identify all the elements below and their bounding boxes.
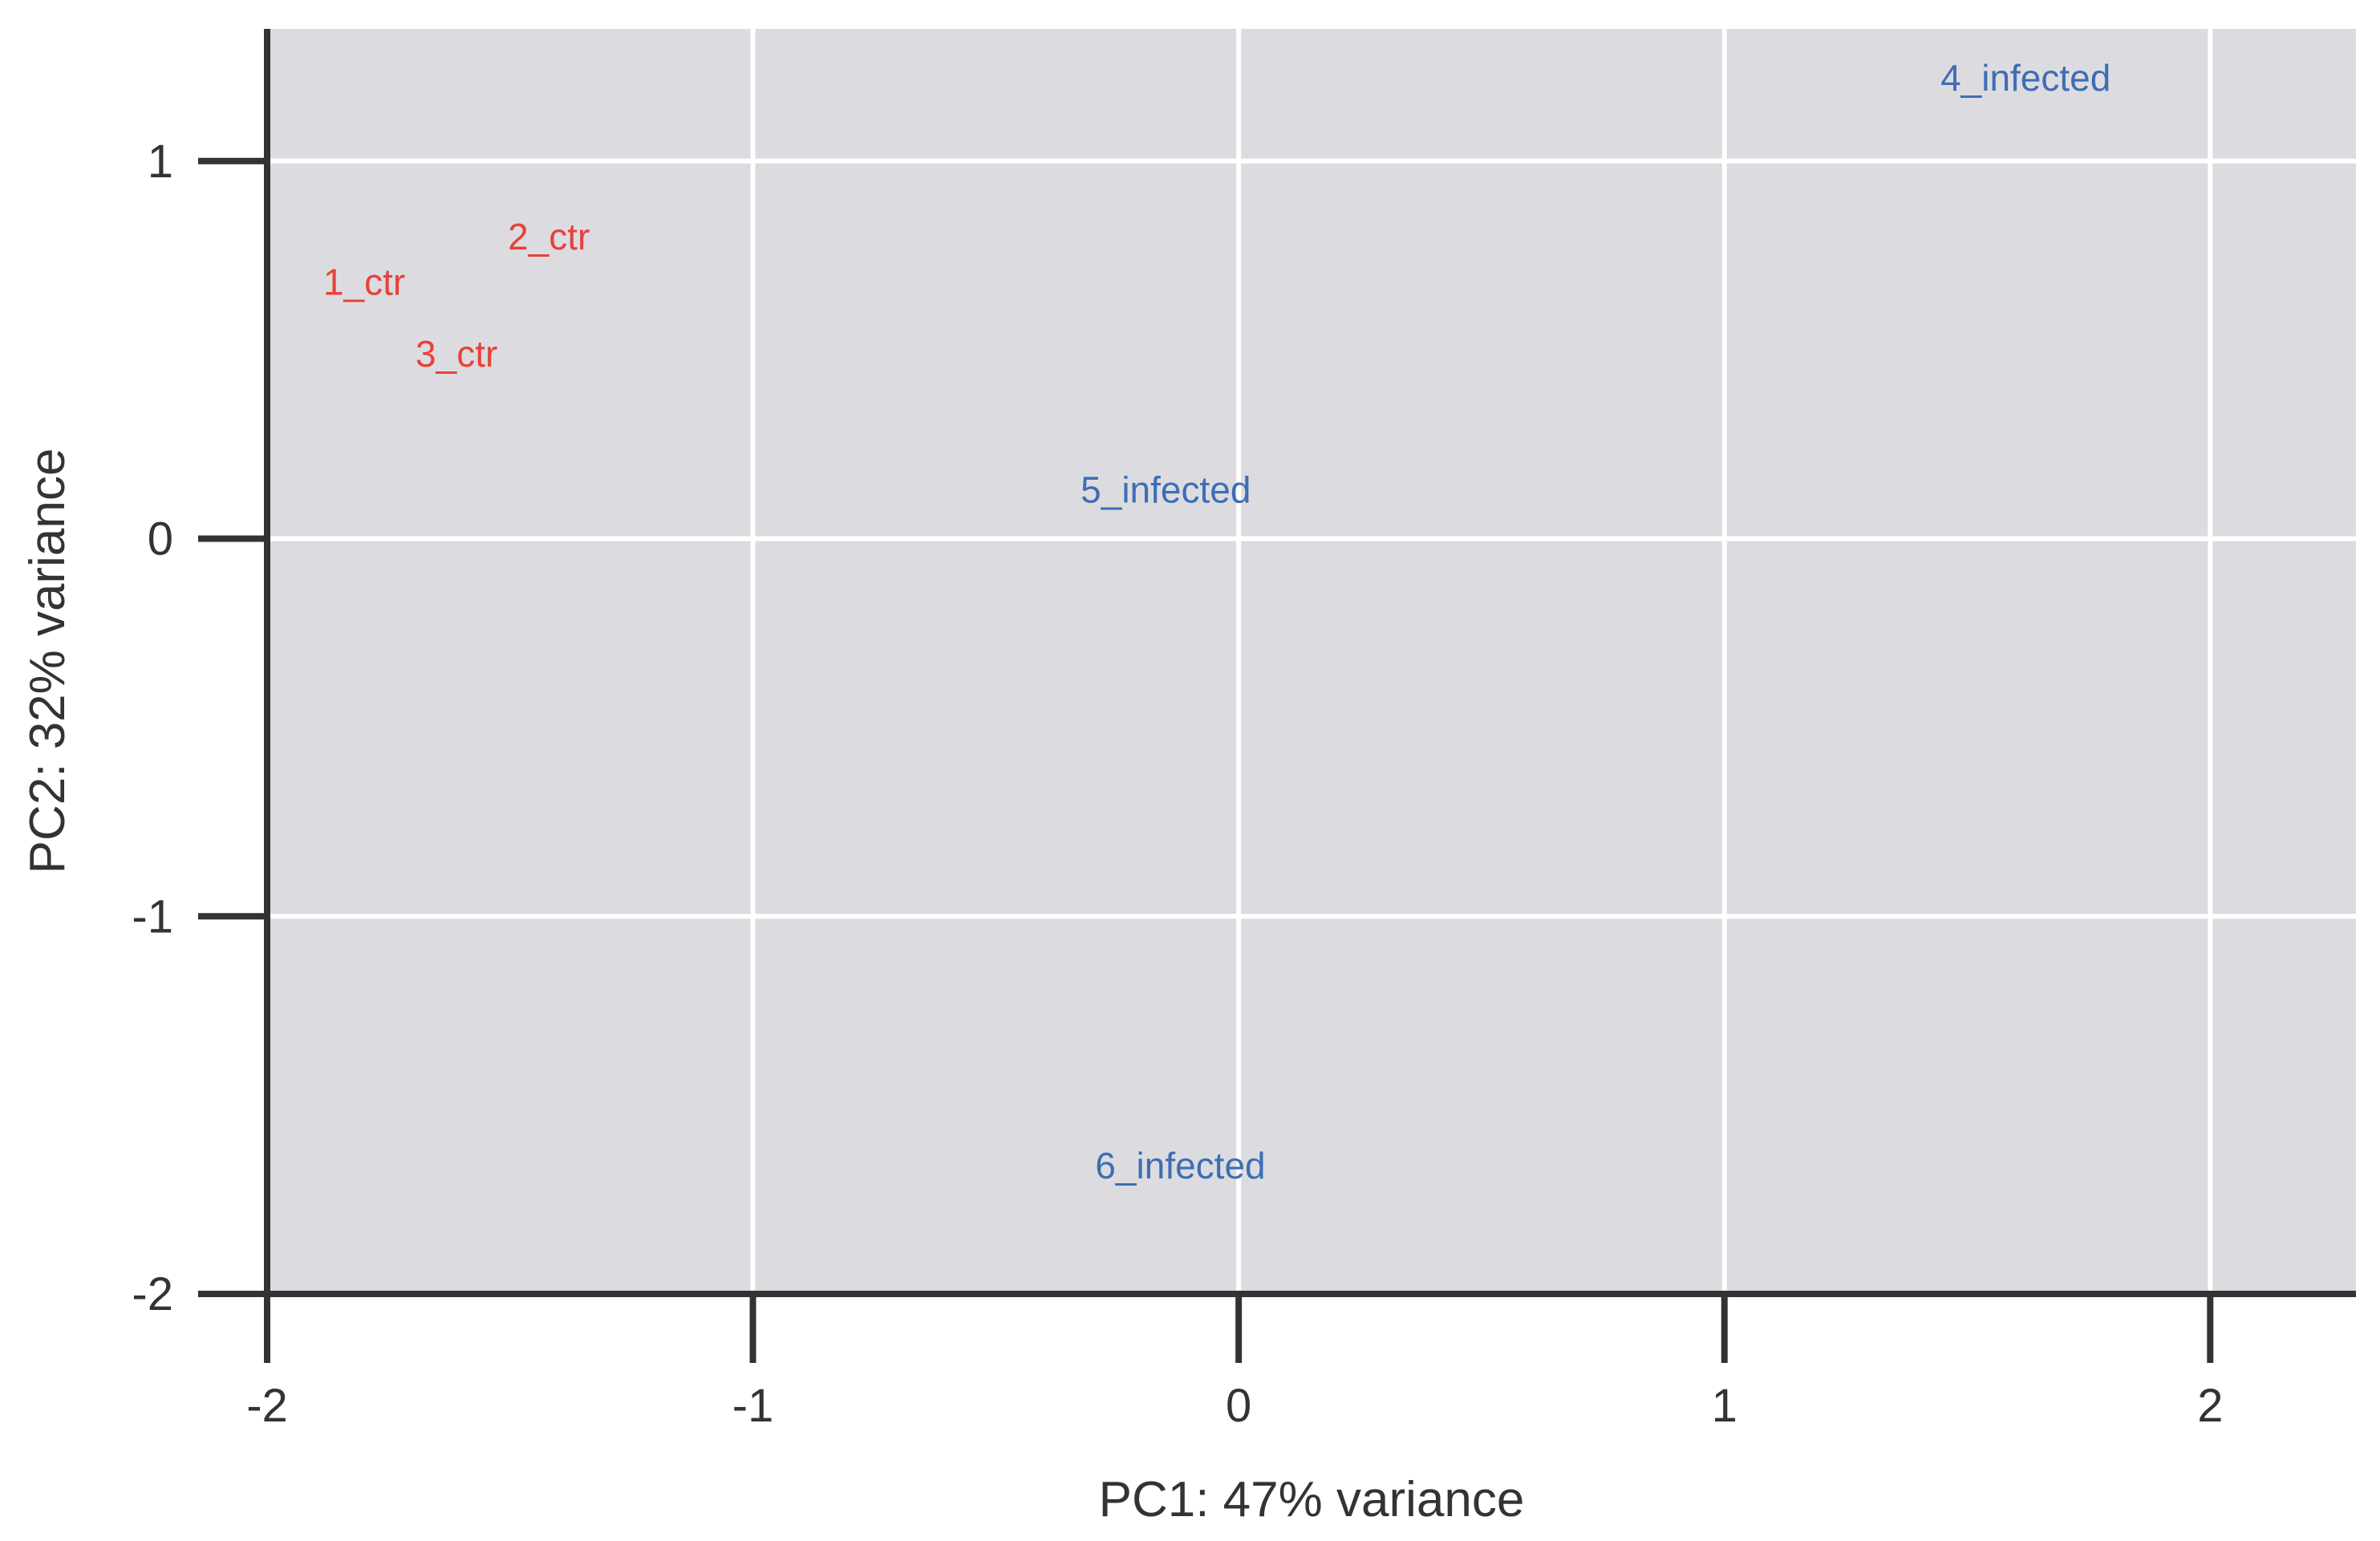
point-label-1_ctr: 1_ctr — [323, 261, 405, 302]
x-tick-label-1: 1 — [1712, 1380, 1737, 1432]
y-tick-label-1: 1 — [148, 136, 173, 188]
y-axis-title: PC2: 32% variance — [20, 448, 75, 874]
x-tick-label--1: -1 — [732, 1380, 774, 1432]
point-label-5_infected: 5_infected — [1081, 468, 1251, 510]
point-label-6_infected: 6_infected — [1095, 1145, 1265, 1186]
x-tick-label--2: -2 — [246, 1380, 288, 1432]
x-tick-label-0: 0 — [1226, 1380, 1251, 1432]
y-tick-label-0: 0 — [148, 513, 173, 566]
point-label-3_ctr: 3_ctr — [416, 333, 497, 375]
x-tick-label-2: 2 — [2197, 1380, 2223, 1432]
point-label-4_infected: 4_infected — [1940, 57, 2110, 99]
tick-labels: -2 -1 0 1 2 -2 -1 0 1 — [132, 136, 2223, 1432]
ticks — [198, 157, 2214, 1363]
axes — [264, 29, 2356, 1297]
x-axis-title: PC1: 47% variance — [1099, 1472, 1525, 1527]
plot-panel — [267, 29, 2356, 1294]
y-tick-label--1: -1 — [132, 890, 173, 943]
y-tick-label--2: -2 — [132, 1268, 173, 1320]
point-labels: 1_ctr 2_ctr 3_ctr 4_infected 5_infected 6_inf… — [323, 57, 2110, 1186]
point-label-2_ctr: 2_ctr — [508, 216, 590, 258]
gridlines — [267, 29, 2356, 1294]
